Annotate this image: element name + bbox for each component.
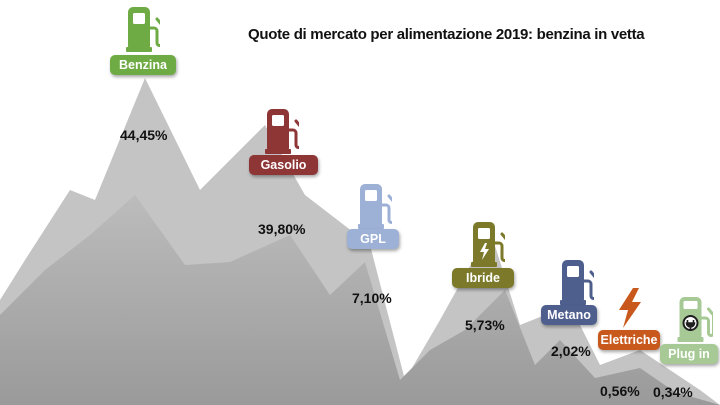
category-label-gasolio: Gasolio (249, 155, 318, 175)
plug-in-charger-icon (676, 296, 715, 347)
category-label-benzina: Benzina (110, 55, 176, 75)
category-label-elettriche: Elettriche (598, 330, 660, 350)
value-label-benzina: 44,45% (120, 127, 168, 143)
value-label-gpl: 7,10% (352, 290, 392, 306)
fuel-pump-icon (560, 259, 598, 310)
category-label-ibride: Ibride (452, 268, 514, 288)
fuel-pump-icon (358, 183, 396, 234)
lightning-bolt-icon (617, 288, 643, 333)
fuel-pump-icon (265, 108, 303, 159)
value-label-elettriche: 0,56% (600, 383, 640, 399)
category-label-metano: Metano (541, 305, 597, 325)
fuel-pump-icon-graphic (560, 260, 598, 305)
fuel-pump-icon-graphic (265, 109, 303, 154)
plug-in-charger-icon-graphic (677, 297, 715, 342)
value-label-metano: 2,02% (551, 343, 591, 359)
category-label-plug-in: Plug in (660, 344, 718, 364)
value-label-gasolio: 39,80% (258, 221, 306, 237)
fuel-pump-icon-graphic (358, 184, 396, 229)
fuel-pump-icon-graphic (126, 7, 164, 52)
value-label-ibride: 5,73% (465, 317, 505, 333)
chart-title: Quote di mercato per alimentazione 2019:… (248, 26, 645, 43)
hybrid-fuel-pump-icon (471, 221, 509, 272)
front-mountain-ridge (0, 195, 720, 405)
fuel-pump-icon (126, 6, 164, 57)
hybrid-fuel-pump-icon-graphic (471, 222, 509, 267)
category-label-gpl: GPL (347, 229, 399, 249)
value-label-plug-in: 0,34% (653, 384, 693, 400)
lightning-bolt-icon-graphic (619, 288, 641, 328)
